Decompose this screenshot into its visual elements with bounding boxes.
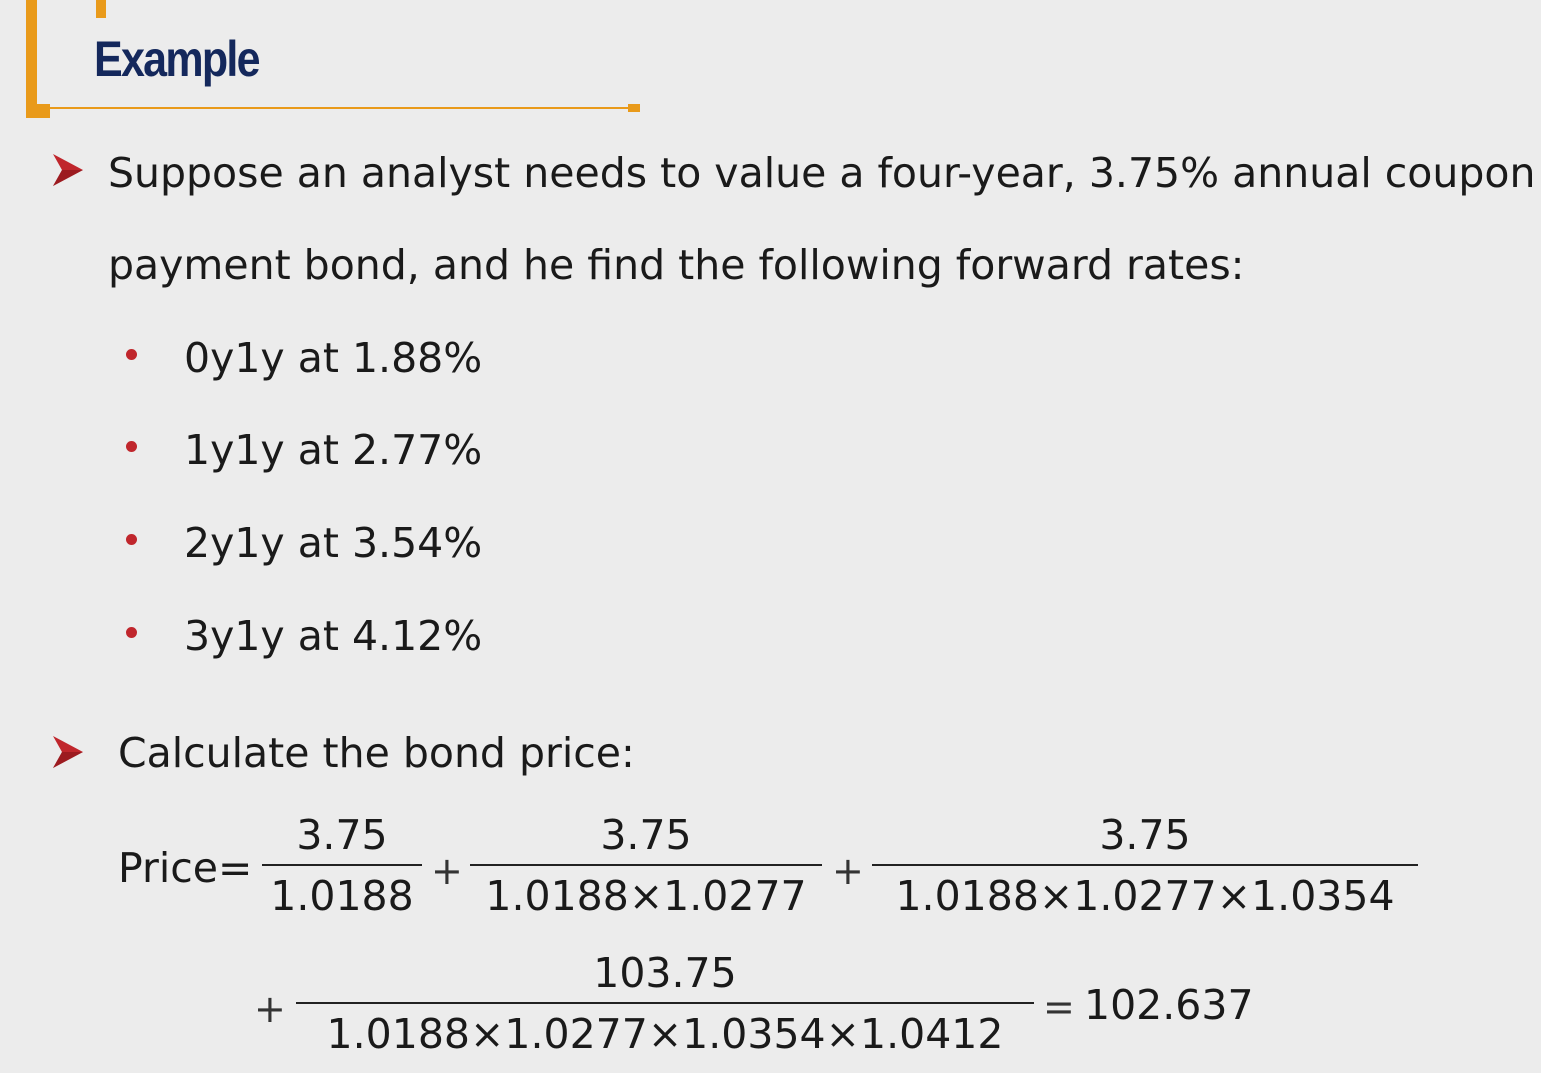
intro-line-1: Suppose an analyst needs to value a four… xyxy=(108,149,1536,197)
plus-sign: + xyxy=(431,849,463,893)
rate-item-3y1y: 3y1y at 4.12% xyxy=(184,612,483,660)
rate-item-0y1y: 0y1y at 1.88% xyxy=(184,334,483,382)
title-frame-corner xyxy=(26,104,50,118)
list-bullet xyxy=(126,627,137,638)
denominator: 1.0188×1.0277×1.0354×1.0412 xyxy=(326,1010,1004,1058)
formula-result: 102.637 xyxy=(1084,981,1254,1029)
equals-sign: = xyxy=(1043,985,1075,1029)
fraction-bar xyxy=(470,864,822,866)
denominator: 1.0188×1.0277 xyxy=(485,872,807,920)
fraction-term-2: 3.75 1.0188×1.0277 xyxy=(470,815,822,917)
formula-lhs: Price= xyxy=(118,844,253,892)
fraction-term-1: 3.75 1.0188 xyxy=(262,815,422,917)
arrowhead-icon xyxy=(53,736,83,768)
slide-title: Example xyxy=(94,31,261,87)
fraction-bar xyxy=(872,864,1418,866)
intro-line-2: payment bond, and he find the following … xyxy=(108,241,1245,289)
fraction-term-3: 3.75 1.0188×1.0277×1.0354 xyxy=(872,815,1418,917)
numerator: 3.75 xyxy=(600,811,692,859)
title-underline-end xyxy=(628,104,640,112)
rate-item-1y1y: 1y1y at 2.77% xyxy=(184,426,483,474)
title-frame-tick xyxy=(96,0,106,18)
rate-item-2y1y: 2y1y at 3.54% xyxy=(184,519,483,567)
numerator: 3.75 xyxy=(296,811,388,859)
fraction-term-4: 103.75 1.0188×1.0277×1.0354×1.0412 xyxy=(296,953,1034,1055)
plus-sign: + xyxy=(254,987,286,1031)
list-bullet xyxy=(126,534,137,545)
task-text: Calculate the bond price: xyxy=(118,729,635,777)
arrowhead-icon xyxy=(53,154,83,186)
title-frame-vertical xyxy=(26,0,37,118)
plus-sign: + xyxy=(832,849,864,893)
denominator: 1.0188 xyxy=(270,872,414,920)
denominator: 1.0188×1.0277×1.0354 xyxy=(895,872,1395,920)
title-underline xyxy=(48,107,638,109)
list-bullet xyxy=(126,349,137,360)
numerator: 3.75 xyxy=(1099,811,1191,859)
list-bullet xyxy=(126,441,137,452)
numerator: 103.75 xyxy=(593,949,737,997)
fraction-bar xyxy=(262,864,422,866)
fraction-bar xyxy=(296,1002,1034,1004)
